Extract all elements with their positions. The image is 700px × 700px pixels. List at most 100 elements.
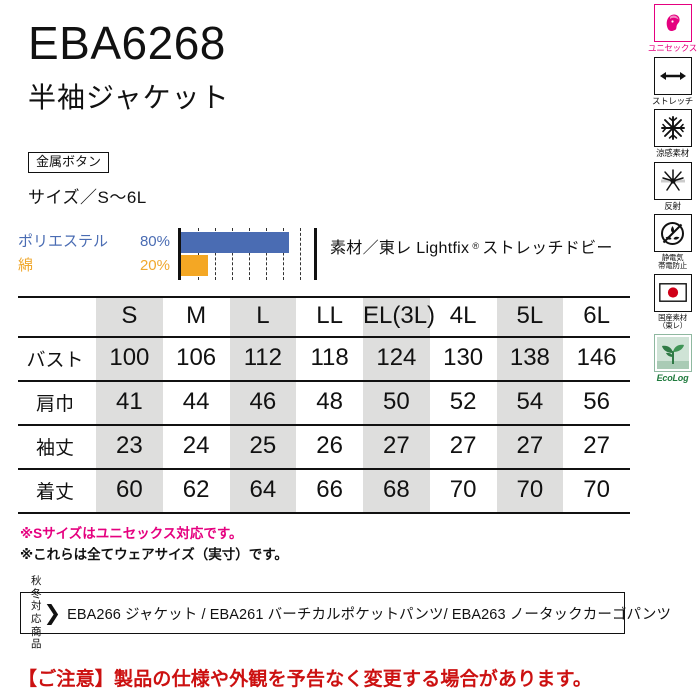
material-suffix: ストレッチドビー [482,240,613,257]
chevron-right-icon: ❯ [43,601,62,625]
size-cell: 27 [449,432,477,459]
antistatic-icon [653,214,692,253]
related-products-list[interactable]: EBA266 ジャケット / EBA261 バーチカルポケットパンツ/ EBA2… [67,606,672,623]
size-cell: 60 [96,468,163,512]
size-cell: 26 [316,432,343,459]
composition-plot-area [178,228,317,280]
size-cell: 70 [583,476,610,503]
size-table-row: バスト 100 106 112 118 124 130 138 146 [18,336,630,380]
size-cell: 24 [182,432,210,459]
size-cell: 64 [229,468,297,512]
size-column-header: EL(3L) [363,296,435,336]
size-table-wrapper: S M L LL EL(3L) 4L 5L 6L バスト 100 106 112 118 124 130 1… [18,296,630,514]
size-cell: 27 [583,432,610,459]
double-arrow-icon [653,56,692,95]
chart-axis-left [178,228,181,280]
size-cell: 130 [443,344,484,371]
size-cell: 66 [316,476,343,503]
feature-caption-stretch: ストレッチ [651,95,693,106]
size-column-header: L [229,296,297,336]
size-cell: 138 [496,336,564,380]
size-table-row: 袖丈 23 24 25 26 27 27 27 27 [18,424,630,468]
size-column-header: S [96,296,163,336]
size-row-label: 着丈 [18,468,96,512]
size-cell: 44 [182,388,210,415]
size-cell: 27 [363,424,430,468]
product-code: EBA6268 [28,17,226,69]
size-range-label: サイズ／S〜6L [28,188,147,207]
composition-fiber-label: ポリエステル [18,233,109,250]
size-cell: 68 [363,468,430,512]
chart-axis-right [314,228,317,280]
size-column-header: 4L [449,302,477,329]
size-cell: 118 [310,344,349,371]
chart-gridline [197,228,199,280]
size-table-rule [18,468,630,470]
size-table-rule [18,512,630,514]
size-table-row: 肩巾 41 44 46 48 50 52 54 56 [18,380,630,424]
size-table-head: S M L LL EL(3L) 4L 5L 6L [18,296,630,336]
composition-percent-label: 80% [139,233,170,250]
notes-block: ※Sサイズはユニセックス対応です。 ※これらは全てウェアサイズ（実寸）です。 [20,524,288,566]
size-cell: 106 [176,344,217,371]
material-description: 素材／東レ Lightfix ® ストレッチドビー [330,234,613,258]
size-cell: 62 [182,476,210,503]
related-title-line1: 秋冬対応 [31,575,42,625]
japan-flag-icon [653,273,692,312]
size-column-header: 5L [496,296,564,336]
composition-legend: ポリエステル 80% 綿 20% [18,230,170,278]
feature-caption-cooling: 涼感素材 [656,148,689,159]
feature-icon-reflective: 反射 [647,161,699,212]
feature-icon-rail: ユニセックス ストレッチ [645,0,700,700]
size-table-body: バスト 100 106 112 118 124 130 138 146 肩巾 41 44 46 48 50 5… [18,336,630,512]
size-cell: 41 [96,380,163,424]
chart-gridline [248,228,250,280]
chart-gridline [214,228,216,280]
related-products-title: 秋冬対応 商品 [31,575,42,651]
size-table-corner [18,296,96,336]
size-cell: 25 [229,424,297,468]
size-cell: 54 [496,380,564,424]
size-cell: 46 [229,380,297,424]
composition-row-cotton: 綿 20% [18,254,170,278]
feature-icon-domestic: 国産素材 （東レ） [647,273,699,331]
size-cell: 48 [316,388,343,415]
size-table-row: 着丈 60 62 64 66 68 70 70 70 [18,468,630,512]
size-table-rule [18,296,630,298]
composition-percent-label: 20% [139,257,170,274]
ecolog-wordmark: EcoLog [656,372,689,383]
bar-polyester [180,232,290,253]
size-table-header-row: S M L LL EL(3L) 4L 5L 6L [18,296,630,336]
size-row-label: 肩巾 [18,380,96,424]
related-products-box: 秋冬対応 商品 ❯ EBA266 ジャケット / EBA261 バーチカルポケッ… [20,575,671,650]
feature-caption-domestic: 国産素材 （東レ） [658,312,687,331]
composition-chart: ポリエステル 80% 綿 20% [18,228,630,286]
size-column-header: LL [316,302,343,329]
material-prefix: 素材／東レ Lightfix [330,240,470,257]
related-title-line2: 商品 [31,625,42,651]
feature-icon-cooling: 涼感素材 [647,109,699,159]
size-cell: 50 [363,380,430,424]
size-table-rule [18,336,630,338]
snowflake-icon [653,109,692,148]
metal-button-tag: 金属ボタン [28,152,110,174]
size-cell: 100 [96,336,163,380]
chart-gridline [231,228,233,280]
chart-gridline [265,228,267,280]
feature-icon-unisex: ユニセックス [647,4,699,54]
size-cell: 70 [496,468,564,512]
size-cell: 27 [496,424,564,468]
chart-gridline [299,228,301,280]
feature-caption-reflective: 反射 [664,200,681,211]
note-actual-size: ※これらは全てウェアサイズ（実寸）です。 [20,546,288,562]
size-cell: 146 [576,344,617,371]
size-table-rule [18,380,630,382]
feature-caption-antistatic: 静電気 帯電防止 [658,253,687,271]
note-unisex: ※Sサイズはユニセックス対応です。 [20,526,243,541]
size-cell: 70 [449,476,477,503]
size-row-label: バスト [18,336,96,380]
size-cell: 52 [449,388,477,415]
registered-mark-icon: ® [472,241,480,251]
unisex-head-icon [653,4,692,42]
